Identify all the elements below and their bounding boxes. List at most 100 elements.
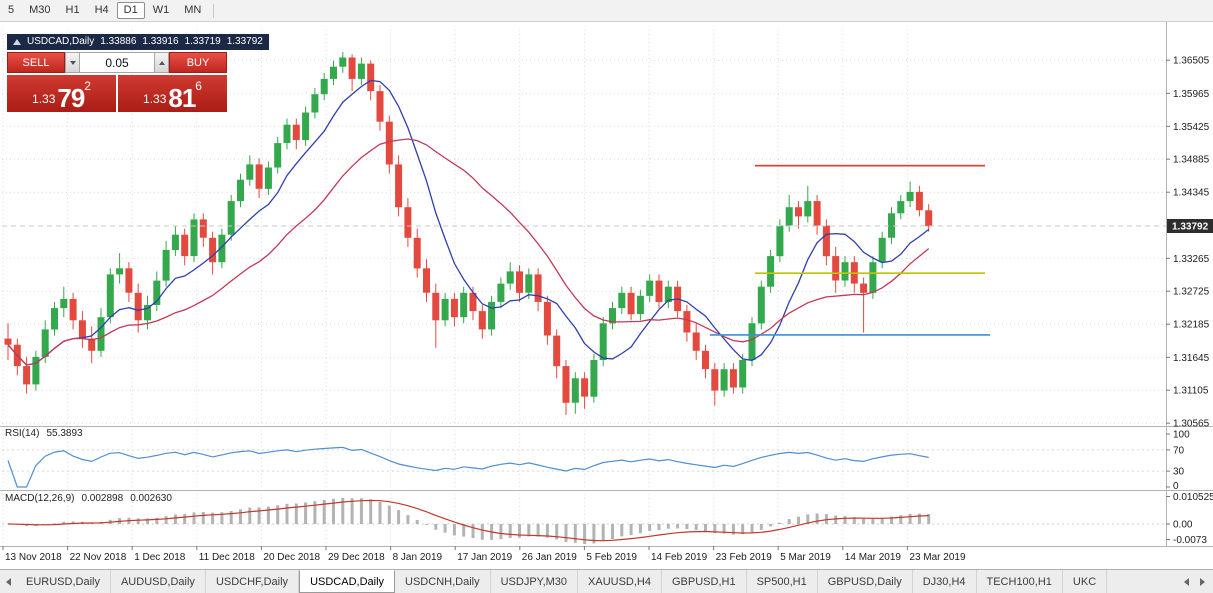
tab-ukc[interactable]: UKC	[1063, 570, 1108, 593]
svg-text:14 Mar 2019: 14 Mar 2019	[845, 552, 902, 563]
rsi-value: 55.3893	[46, 428, 83, 439]
svg-text:1.32725: 1.32725	[1173, 287, 1210, 298]
svg-text:30: 30	[1173, 467, 1185, 478]
svg-text:23 Feb 2019: 23 Feb 2019	[716, 552, 773, 563]
macd-signal-line	[7, 499, 929, 542]
sell-price-big: 79	[57, 82, 85, 113]
chart-svg: 1.365051.359651.354251.348851.343451.332…	[0, 22, 1213, 563]
svg-text:1 Dec 2018: 1 Dec 2018	[134, 552, 186, 563]
tab-gbpusd-h1[interactable]: GBPUSD,H1	[662, 570, 747, 593]
lot-size-input[interactable]	[80, 52, 154, 73]
svg-text:1.36505: 1.36505	[1173, 56, 1210, 67]
ma-fast-line	[7, 79, 930, 366]
svg-text:1.30565: 1.30565	[1173, 419, 1210, 430]
svg-text:1.31105: 1.31105	[1173, 386, 1209, 397]
svg-text:-0.0073: -0.0073	[1173, 535, 1207, 546]
one-click-trading-panel: SELL BUY 1.33 79 2 1.33 81 6	[7, 52, 227, 112]
svg-text:1.32185: 1.32185	[1173, 320, 1210, 331]
svg-text:1.33265: 1.33265	[1173, 254, 1210, 265]
svg-text:11 Dec 2018: 11 Dec 2018	[199, 552, 255, 563]
ma-slow-line	[7, 138, 930, 366]
tab-xauusd-h4[interactable]: XAUUSD,H4	[578, 570, 662, 593]
tabs-scroll-left-button[interactable]	[0, 570, 16, 593]
tab-audusd-daily[interactable]: AUDUSD,Daily	[111, 570, 206, 593]
lot-increase-button[interactable]	[154, 52, 169, 73]
timeframe-h4[interactable]: H4	[94, 4, 109, 16]
buy-price-big: 81	[168, 82, 196, 113]
timeframe-m30[interactable]: M30	[29, 4, 51, 16]
tabs-scroll-prev-button[interactable]	[1178, 577, 1194, 586]
svg-text:23 Mar 2019: 23 Mar 2019	[909, 552, 966, 563]
svg-text:26 Jan 2019: 26 Jan 2019	[522, 552, 577, 563]
current-price-badge	[1167, 219, 1213, 233]
svg-text:70: 70	[1173, 445, 1185, 456]
collapse-panel-icon[interactable]	[13, 39, 21, 45]
rsi-name: RSI(14)	[5, 428, 40, 439]
tab-sp500-h1[interactable]: SP500,H1	[747, 570, 818, 593]
timeframe-bar: 5 M30 H1 H4 D1 W1 MN	[0, 0, 1213, 22]
tab-usdjpy-m30[interactable]: USDJPY,M30	[491, 570, 579, 593]
svg-text:0.00: 0.00	[1173, 520, 1193, 531]
sell-price-pip: 2	[84, 79, 91, 93]
chart-canvas[interactable]: 1.36505 1.35965 1.35425 1.34885 1.34345 1.332…	[0, 22, 1213, 569]
lot-decrease-button[interactable]	[65, 52, 80, 73]
price-axis[interactable]	[1166, 22, 1213, 546]
svg-text:29 Dec 2018: 29 Dec 2018	[328, 552, 385, 563]
tab-usdchf-daily[interactable]: USDCHF,Daily	[206, 570, 300, 593]
arrow-down-icon	[69, 60, 76, 65]
buy-button[interactable]: BUY	[169, 52, 227, 73]
chart-title-bar: USDCAD,Daily 1.33886 1.33916 1.33719 1.3…	[7, 34, 269, 50]
arrow-up-icon	[158, 60, 165, 65]
svg-text:100: 100	[1173, 430, 1190, 441]
sell-price-display[interactable]: 1.33 79 2	[7, 75, 116, 112]
macd-header: MACD(12,26,9) 0.002898 0.002630	[5, 493, 172, 504]
moving-averages	[7, 79, 930, 366]
timeframe-h1[interactable]: H1	[65, 4, 80, 16]
svg-text:0: 0	[1173, 481, 1179, 492]
tab-gbpusd-daily[interactable]: GBPUSD,Daily	[818, 570, 913, 593]
rsi-header: RSI(14) 55.3893	[5, 428, 83, 439]
tab-usdcnh-daily[interactable]: USDCNH,Daily	[395, 570, 491, 593]
timeframe-w1[interactable]: W1	[152, 4, 170, 16]
svg-text:22 Nov 2018: 22 Nov 2018	[70, 552, 127, 563]
svg-text:14 Feb 2019: 14 Feb 2019	[651, 552, 708, 563]
svg-text:1.35965: 1.35965	[1173, 89, 1210, 100]
time-axis-labels: 13 Nov 2018 22 Nov 2018 1 Dec 2018 11 Dec 2…	[2, 546, 966, 563]
macd-value: 0.002898	[81, 493, 124, 504]
rsi-pane	[2, 446, 1166, 488]
timeframe-d1[interactable]: D1	[116, 2, 145, 19]
sell-price-prefix: 1.33	[32, 92, 56, 106]
timeframe-mn[interactable]: MN	[184, 4, 202, 16]
ohlc-low: 1.33719	[184, 36, 221, 47]
rsi-line	[7, 446, 929, 488]
svg-text:1.33792: 1.33792	[1172, 222, 1209, 233]
svg-text:1.34885: 1.34885	[1173, 155, 1210, 166]
ohlc-high: 1.33916	[142, 36, 179, 47]
svg-text:5 Mar 2019: 5 Mar 2019	[780, 552, 831, 563]
scroll-left-icon	[1183, 577, 1189, 586]
svg-text:1.31645: 1.31645	[1173, 353, 1210, 364]
macd-signal-value: 0.002630	[130, 493, 172, 504]
time-axis[interactable]	[0, 546, 1166, 569]
scroll-right-icon	[1199, 577, 1205, 586]
tabs-scroll-next-button[interactable]	[1194, 577, 1210, 586]
tab-tech100-h1[interactable]: TECH100,H1	[977, 570, 1063, 593]
svg-text:0.010525: 0.010525	[1173, 492, 1213, 503]
symbol-label: USDCAD,Daily	[27, 36, 95, 47]
buy-price-pip: 6	[195, 79, 202, 93]
price-axis-labels: 1.36505 1.35965 1.35425 1.34885 1.34345 1.332…	[1166, 56, 1213, 546]
svg-text:20 Dec 2018: 20 Dec 2018	[263, 552, 320, 563]
svg-text:5 Feb 2019: 5 Feb 2019	[586, 552, 637, 563]
macd-pane	[2, 497, 1166, 544]
buy-price-display[interactable]: 1.33 81 6	[118, 75, 227, 112]
buy-price-prefix: 1.33	[143, 92, 167, 106]
tab-dj30-h4[interactable]: DJ30,H4	[913, 570, 977, 593]
svg-text:1.35425: 1.35425	[1173, 122, 1210, 133]
pane-separators	[0, 22, 1213, 547]
sell-button[interactable]: SELL	[7, 52, 65, 73]
timeframe-5[interactable]: 5	[8, 4, 15, 16]
tab-eurusd-daily[interactable]: EURUSD,Daily	[16, 570, 111, 593]
tab-usdcad-daily[interactable]: USDCAD,Daily	[299, 570, 396, 593]
svg-text:1.34345: 1.34345	[1173, 188, 1210, 199]
horizontal-levels	[2, 164, 1166, 336]
